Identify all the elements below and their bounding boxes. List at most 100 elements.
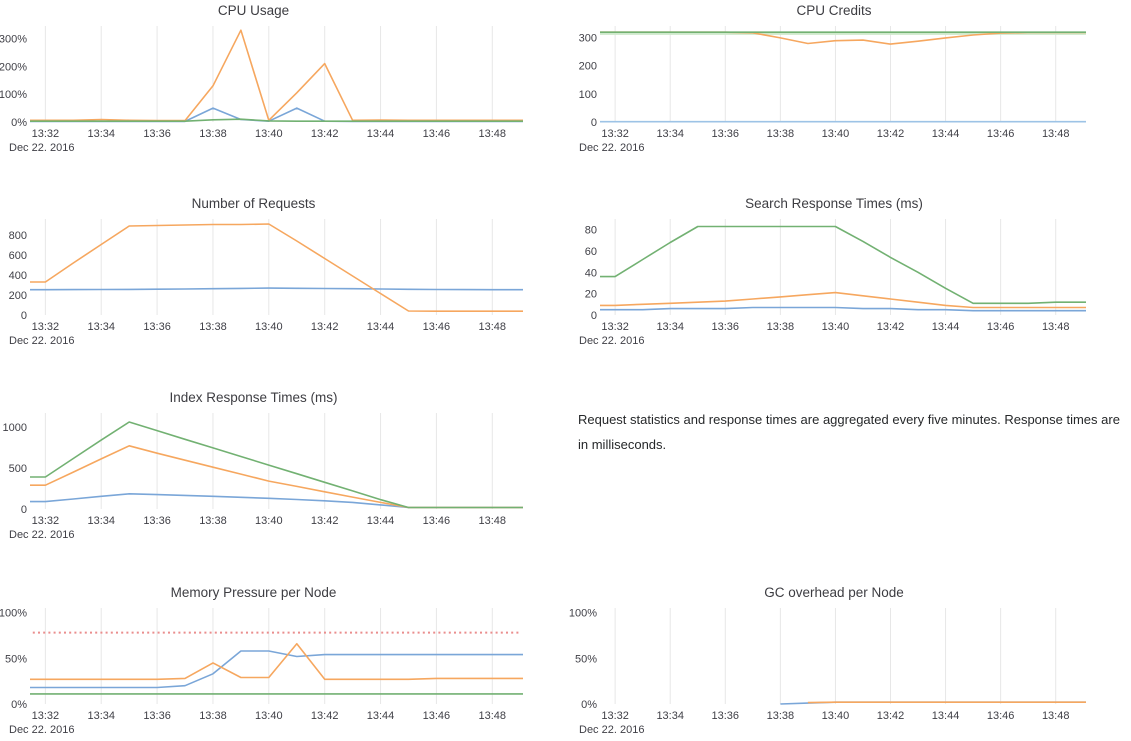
svg-text:500: 500 <box>9 463 27 475</box>
svg-text:13:34: 13:34 <box>87 515 115 527</box>
chart-search-response-times: 13:32 13:34 13:36 13:38 13:40 13:42 13:44 13:46… <box>565 193 1131 351</box>
svg-text:200: 200 <box>9 290 27 302</box>
svg-text:13:40: 13:40 <box>822 710 850 722</box>
svg-text:13:46: 13:46 <box>987 321 1015 333</box>
svg-text:100%: 100% <box>0 89 27 101</box>
svg-text:13:42: 13:42 <box>877 128 905 140</box>
svg-text:600: 600 <box>9 250 27 262</box>
svg-text:13:42: 13:42 <box>311 515 339 527</box>
svg-text:13:42: 13:42 <box>877 710 905 722</box>
chart-gc-overhead: 13:32 13:34 13:36 13:38 13:40 13:42 13:44 13:46… <box>565 582 1131 740</box>
svg-text:0: 0 <box>21 310 27 322</box>
aggregation-note: Request statistics and response times ar… <box>578 412 1120 452</box>
chart-index-response-times: 13:32 13:34 13:36 13:38 13:40 13:42 13:44 13:46… <box>0 387 535 545</box>
svg-text:Dec 22. 2016: Dec 22. 2016 <box>9 529 74 541</box>
svg-text:13:42: 13:42 <box>311 128 339 140</box>
svg-text:80: 80 <box>585 225 597 237</box>
svg-text:13:32: 13:32 <box>32 128 60 140</box>
svg-text:13:46: 13:46 <box>423 321 451 333</box>
svg-text:13:38: 13:38 <box>199 128 227 140</box>
svg-text:13:46: 13:46 <box>423 515 451 527</box>
gc-overhead-plot: 13:32 13:34 13:36 13:38 13:40 13:42 13:44 13:46… <box>569 608 1086 736</box>
svg-text:200: 200 <box>579 61 597 73</box>
svg-text:13:44: 13:44 <box>367 128 395 140</box>
svg-text:13:36: 13:36 <box>712 128 740 140</box>
chart-title-gc-overhead: GC overhead per Node <box>764 585 904 600</box>
svg-text:13:46: 13:46 <box>423 710 451 722</box>
svg-text:300: 300 <box>579 32 597 44</box>
svg-text:0%: 0% <box>581 699 597 711</box>
svg-text:13:36: 13:36 <box>143 515 171 527</box>
svg-text:50%: 50% <box>575 653 597 665</box>
chart-title-cpu-credits: CPU Credits <box>796 3 872 18</box>
chart-title-index-response-times: Index Response Times (ms) <box>169 390 338 405</box>
svg-text:13:32: 13:32 <box>601 710 629 722</box>
index-response-times-plot: 13:32 13:34 13:36 13:38 13:40 13:42 13:44 13:46… <box>3 413 523 541</box>
svg-text:300%: 300% <box>0 34 27 46</box>
svg-text:13:48: 13:48 <box>479 710 507 722</box>
svg-text:100: 100 <box>579 89 597 101</box>
chart-title-search-response-times: Search Response Times (ms) <box>745 196 923 211</box>
svg-text:13:48: 13:48 <box>1042 321 1070 333</box>
svg-text:13:42: 13:42 <box>877 321 905 333</box>
svg-text:13:32: 13:32 <box>32 321 60 333</box>
svg-text:13:40: 13:40 <box>255 321 283 333</box>
svg-text:13:40: 13:40 <box>255 128 283 140</box>
svg-text:13:40: 13:40 <box>822 128 850 140</box>
svg-text:Dec 22. 2016: Dec 22. 2016 <box>579 335 644 347</box>
svg-text:Dec 22. 2016: Dec 22. 2016 <box>9 142 74 154</box>
svg-text:0: 0 <box>591 310 597 322</box>
svg-text:13:40: 13:40 <box>255 710 283 722</box>
svg-text:200%: 200% <box>0 61 27 73</box>
svg-text:20: 20 <box>585 289 597 301</box>
svg-text:Dec 22. 2016: Dec 22. 2016 <box>9 335 74 347</box>
svg-text:13:40: 13:40 <box>822 321 850 333</box>
cpu-usage-plot: 13:32 13:34 13:36 13:38 13:40 13:42 13:44 13:46… <box>0 26 523 154</box>
svg-text:13:34: 13:34 <box>656 128 684 140</box>
svg-text:13:38: 13:38 <box>199 515 227 527</box>
svg-text:Dec 22. 2016: Dec 22. 2016 <box>579 142 644 154</box>
svg-text:13:36: 13:36 <box>143 321 171 333</box>
svg-text:13:34: 13:34 <box>656 321 684 333</box>
svg-text:13:36: 13:36 <box>712 710 740 722</box>
svg-text:0%: 0% <box>11 117 27 129</box>
svg-text:13:40: 13:40 <box>255 515 283 527</box>
svg-text:100%: 100% <box>0 608 27 620</box>
svg-text:13:46: 13:46 <box>987 710 1015 722</box>
chart-title-memory-pressure: Memory Pressure per Node <box>170 585 337 600</box>
svg-text:60: 60 <box>585 246 597 258</box>
svg-text:13:34: 13:34 <box>87 321 115 333</box>
svg-text:13:38: 13:38 <box>199 710 227 722</box>
svg-text:400: 400 <box>9 270 27 282</box>
chart-memory-pressure: 13:32 13:34 13:36 13:38 13:40 13:42 13:44 13:46… <box>0 582 535 740</box>
svg-text:Dec 22. 2016: Dec 22. 2016 <box>579 724 644 736</box>
svg-text:13:48: 13:48 <box>1042 128 1070 140</box>
svg-text:13:48: 13:48 <box>1042 710 1070 722</box>
svg-text:13:32: 13:32 <box>601 128 629 140</box>
svg-text:0%: 0% <box>11 699 27 711</box>
chart-title-cpu-usage: CPU Usage <box>217 3 290 18</box>
svg-text:13:44: 13:44 <box>932 321 960 333</box>
svg-text:13:48: 13:48 <box>479 321 507 333</box>
svg-text:1000: 1000 <box>3 422 27 434</box>
cpu-credits-plot: 13:32 13:34 13:36 13:38 13:40 13:42 13:44 13:46… <box>579 26 1086 154</box>
svg-text:13:38: 13:38 <box>767 710 795 722</box>
svg-text:40: 40 <box>585 267 597 279</box>
svg-text:13:48: 13:48 <box>479 128 507 140</box>
svg-text:0: 0 <box>591 117 597 129</box>
svg-text:13:42: 13:42 <box>311 321 339 333</box>
svg-text:13:44: 13:44 <box>932 710 960 722</box>
svg-text:13:44: 13:44 <box>367 515 395 527</box>
number-of-requests-plot: 13:32 13:34 13:36 13:38 13:40 13:42 13:44 13:46… <box>9 219 523 347</box>
svg-text:13:38: 13:38 <box>199 321 227 333</box>
svg-text:13:32: 13:32 <box>601 321 629 333</box>
chart-cpu-usage: 13:32 13:34 13:36 13:38 13:40 13:42 13:44 13:46… <box>0 0 535 158</box>
svg-text:13:36: 13:36 <box>712 321 740 333</box>
svg-text:13:38: 13:38 <box>767 128 795 140</box>
svg-text:13:44: 13:44 <box>367 321 395 333</box>
svg-text:13:32: 13:32 <box>32 710 60 722</box>
svg-text:13:34: 13:34 <box>87 710 115 722</box>
svg-text:13:34: 13:34 <box>656 710 684 722</box>
svg-text:13:46: 13:46 <box>987 128 1015 140</box>
svg-text:50%: 50% <box>5 653 27 665</box>
